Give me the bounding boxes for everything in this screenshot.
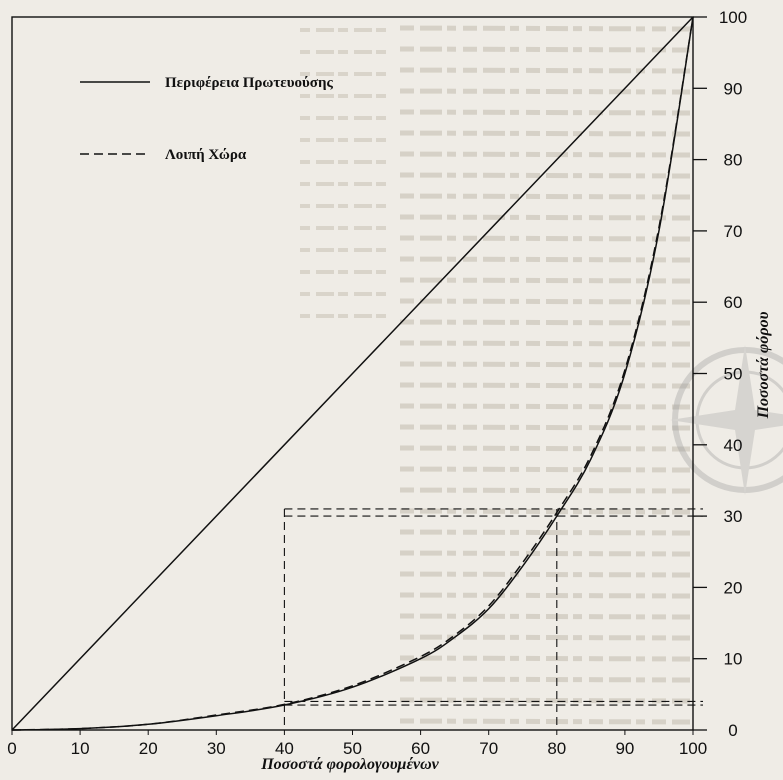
legend-label-1: Λοιπή Χώρα [165, 147, 247, 163]
y-axis-title: Ποσοστά φόρου [755, 311, 772, 419]
y-tick-label: 40 [724, 436, 743, 455]
x-tick-label: 90 [615, 739, 634, 758]
y-tick-label: 0 [728, 721, 737, 740]
y-tick-label: 80 [724, 151, 743, 170]
x-tick-label: 0 [7, 739, 16, 758]
x-tick-label: 70 [479, 739, 498, 758]
x-tick-label: 20 [139, 739, 158, 758]
y-tick-label: 70 [724, 222, 743, 241]
legend-label-0: Περιφέρεια Πρωτευούσης [165, 75, 333, 91]
x-tick-label: 30 [207, 739, 226, 758]
y-tick-label: 100 [719, 8, 747, 27]
x-tick-label: 80 [547, 739, 566, 758]
y-tick-label: 90 [724, 79, 743, 98]
x-axis-title: Ποσοστά φορολογουμένων [260, 756, 439, 773]
y-tick-label: 50 [724, 365, 743, 384]
y-tick-label: 20 [724, 578, 743, 597]
y-tick-label: 10 [724, 650, 743, 669]
y-tick-label: 60 [724, 293, 743, 312]
x-tick-label: 10 [71, 739, 90, 758]
x-tick-label: 100 [679, 739, 707, 758]
y-tick-label: 30 [724, 507, 743, 526]
